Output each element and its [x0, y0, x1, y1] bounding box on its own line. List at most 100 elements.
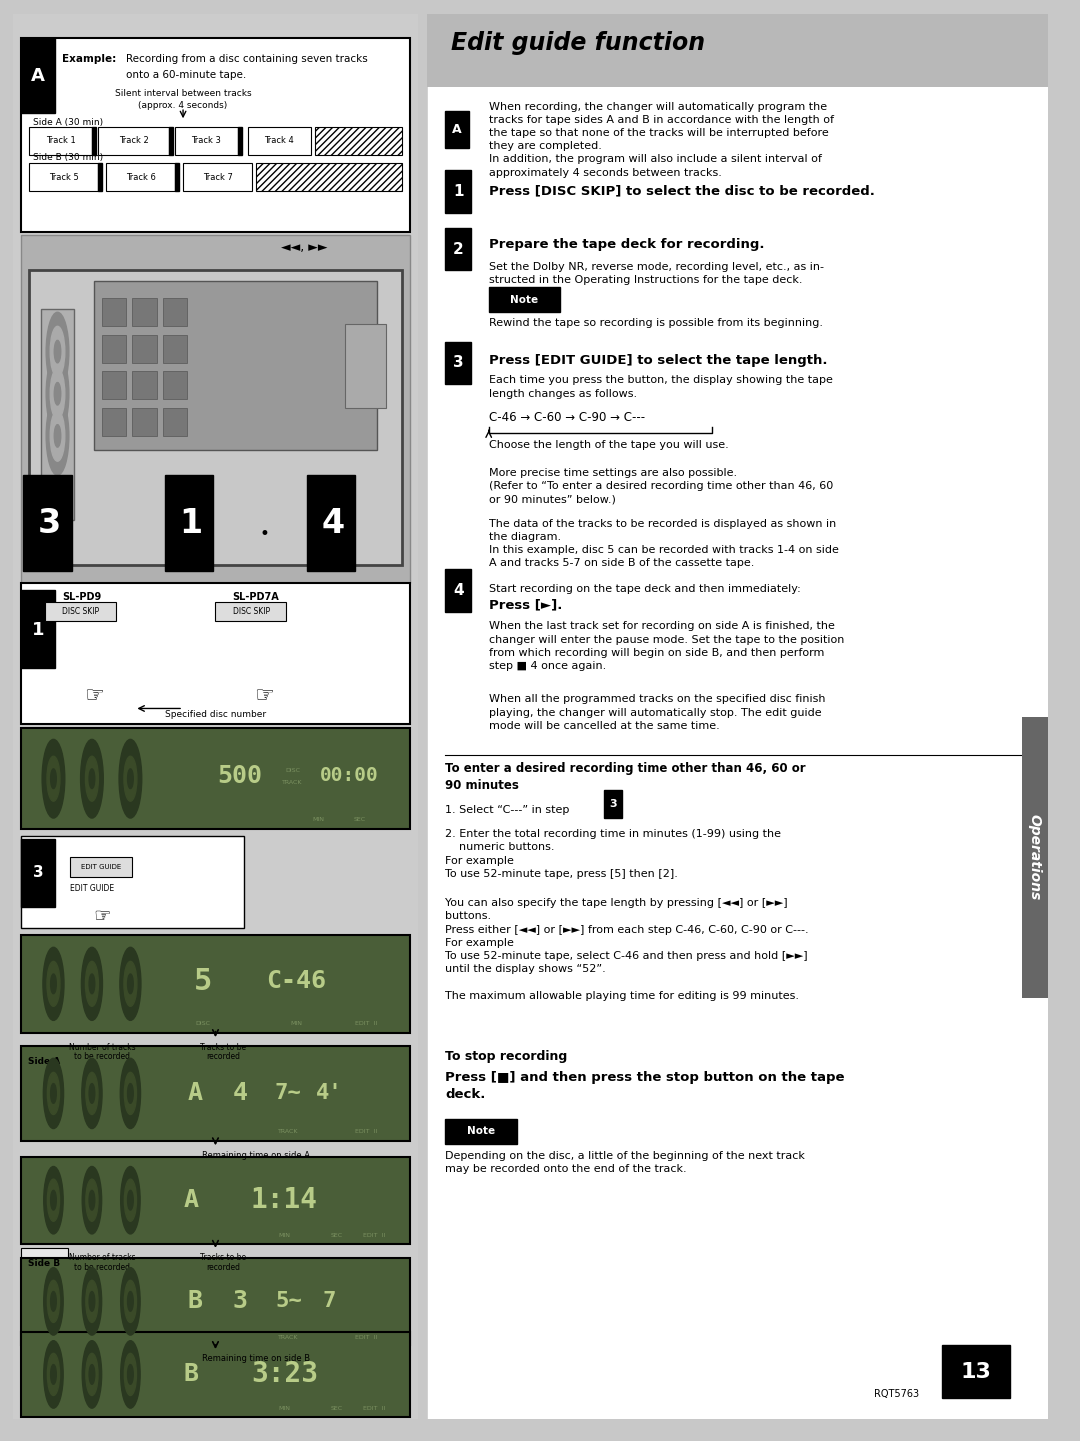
- Text: Track 3: Track 3: [191, 137, 221, 146]
- Text: A: A: [31, 68, 45, 85]
- Text: 4: 4: [322, 506, 345, 539]
- Text: EDIT GUIDE: EDIT GUIDE: [81, 865, 121, 870]
- Circle shape: [51, 1365, 56, 1385]
- FancyBboxPatch shape: [22, 1333, 410, 1417]
- FancyBboxPatch shape: [133, 408, 157, 437]
- Text: 3: 3: [32, 866, 43, 880]
- Text: 5: 5: [194, 967, 213, 996]
- FancyBboxPatch shape: [248, 127, 311, 156]
- Circle shape: [54, 425, 60, 447]
- Text: Side B: Side B: [28, 1259, 60, 1268]
- FancyBboxPatch shape: [168, 127, 173, 156]
- FancyBboxPatch shape: [22, 584, 410, 723]
- Text: recorded: recorded: [206, 1264, 241, 1272]
- Text: 3: 3: [609, 798, 617, 808]
- FancyBboxPatch shape: [102, 372, 126, 399]
- Text: EDIT GUIDE: EDIT GUIDE: [70, 883, 113, 893]
- Bar: [13, 1026, 410, 1419]
- FancyBboxPatch shape: [445, 111, 469, 148]
- FancyBboxPatch shape: [106, 163, 175, 192]
- FancyBboxPatch shape: [427, 14, 1048, 1419]
- Text: Edit guide function: Edit guide function: [451, 32, 705, 55]
- Text: to be recorded: to be recorded: [75, 1052, 130, 1062]
- FancyBboxPatch shape: [22, 1248, 68, 1280]
- FancyBboxPatch shape: [163, 334, 187, 363]
- FancyBboxPatch shape: [346, 324, 386, 408]
- Circle shape: [86, 1353, 98, 1395]
- Text: 3: 3: [453, 356, 463, 370]
- FancyBboxPatch shape: [184, 163, 252, 192]
- FancyBboxPatch shape: [45, 602, 117, 621]
- Text: Side A: Side A: [28, 1056, 60, 1065]
- FancyBboxPatch shape: [22, 935, 410, 1033]
- FancyBboxPatch shape: [22, 1046, 68, 1076]
- Text: More precise time settings are also possible.
(Refer to “To enter a desired reco: More precise time settings are also poss…: [489, 468, 833, 504]
- Text: A: A: [184, 1189, 199, 1212]
- Circle shape: [54, 382, 60, 405]
- Circle shape: [127, 1291, 133, 1311]
- Text: 1: 1: [31, 621, 44, 638]
- Text: onto a 60-minute tape.: onto a 60-minute tape.: [126, 69, 246, 79]
- FancyBboxPatch shape: [29, 127, 92, 156]
- Circle shape: [51, 1084, 56, 1104]
- Text: Track 5: Track 5: [49, 173, 79, 182]
- Text: TRACK: TRACK: [279, 1336, 298, 1340]
- Text: Start recording on the tape deck and then immediately:: Start recording on the tape deck and the…: [489, 584, 800, 594]
- FancyBboxPatch shape: [445, 569, 471, 611]
- FancyBboxPatch shape: [942, 1344, 1011, 1398]
- Circle shape: [51, 1291, 56, 1311]
- Text: 3: 3: [38, 506, 62, 539]
- Text: EDIT  II: EDIT II: [363, 1233, 386, 1238]
- Text: Track 1: Track 1: [45, 137, 76, 146]
- FancyBboxPatch shape: [445, 228, 471, 269]
- Circle shape: [120, 947, 140, 1020]
- Text: MIN: MIN: [313, 817, 325, 821]
- Text: ☞: ☞: [93, 906, 111, 927]
- Text: MIN: MIN: [279, 1233, 291, 1238]
- FancyBboxPatch shape: [102, 408, 126, 437]
- Text: MIN: MIN: [291, 1020, 302, 1026]
- Circle shape: [82, 1167, 102, 1233]
- Text: DISC: DISC: [195, 1020, 211, 1026]
- Text: Silent interval between tracks: Silent interval between tracks: [114, 88, 252, 98]
- FancyBboxPatch shape: [133, 298, 157, 326]
- FancyBboxPatch shape: [22, 39, 410, 232]
- Text: Choose the length of the tape you will use.: Choose the length of the tape you will u…: [489, 440, 728, 450]
- Text: EDIT  II: EDIT II: [355, 1020, 378, 1026]
- FancyBboxPatch shape: [98, 127, 168, 156]
- Text: Tracks to be: Tracks to be: [201, 1043, 246, 1052]
- Text: When the last track set for recording on side A is finished, the
changer will en: When the last track set for recording on…: [489, 621, 845, 672]
- Text: SL-PD7A: SL-PD7A: [232, 592, 280, 602]
- Text: Depending on the disc, a little of the beginning of the next track
may be record: Depending on the disc, a little of the b…: [445, 1151, 805, 1174]
- Circle shape: [51, 1190, 56, 1210]
- Text: The data of the tracks to be recorded is displayed as shown in
the diagram.
In t: The data of the tracks to be recorded is…: [489, 519, 838, 568]
- FancyBboxPatch shape: [22, 1258, 410, 1344]
- Circle shape: [86, 1280, 98, 1323]
- Circle shape: [82, 1268, 102, 1334]
- Text: 5~: 5~: [275, 1291, 301, 1311]
- FancyBboxPatch shape: [70, 857, 133, 878]
- Text: Prepare the tape deck for recording.: Prepare the tape deck for recording.: [489, 238, 765, 251]
- FancyBboxPatch shape: [41, 310, 73, 520]
- Circle shape: [85, 961, 98, 1006]
- FancyBboxPatch shape: [445, 1118, 516, 1144]
- FancyBboxPatch shape: [133, 372, 157, 399]
- Text: EDIT  II: EDIT II: [355, 1336, 378, 1340]
- Text: 4': 4': [315, 1084, 342, 1104]
- Text: You can also specify the tape length by pressing [◄◄] or [►►]
buttons.
Press eit: You can also specify the tape length by …: [445, 898, 809, 1000]
- Text: •: •: [259, 526, 269, 543]
- Text: Track 2: Track 2: [119, 137, 148, 146]
- Circle shape: [48, 961, 60, 1006]
- FancyBboxPatch shape: [163, 372, 187, 399]
- FancyBboxPatch shape: [175, 127, 238, 156]
- FancyBboxPatch shape: [22, 39, 55, 112]
- FancyBboxPatch shape: [94, 281, 378, 450]
- Circle shape: [51, 769, 56, 788]
- FancyBboxPatch shape: [604, 790, 622, 818]
- Circle shape: [90, 1084, 95, 1104]
- FancyBboxPatch shape: [427, 14, 1048, 88]
- Circle shape: [48, 1280, 59, 1323]
- Text: DISC: DISC: [285, 768, 300, 772]
- Text: EDIT  II: EDIT II: [355, 1128, 378, 1134]
- Circle shape: [81, 739, 104, 818]
